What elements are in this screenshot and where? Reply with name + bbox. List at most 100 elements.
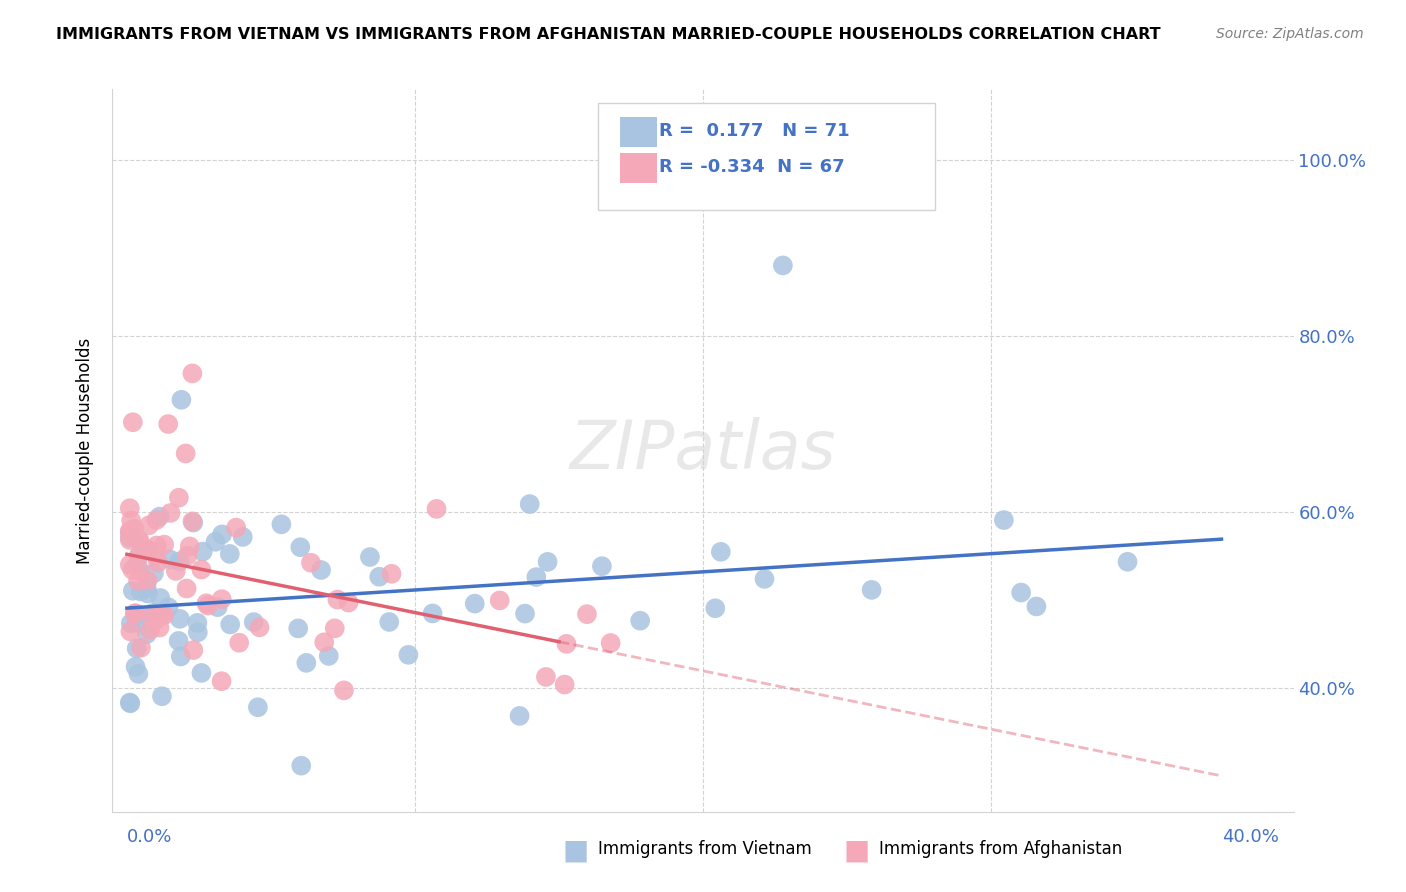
Point xyxy=(211,592,233,607)
Point xyxy=(124,522,146,536)
Point xyxy=(181,516,204,530)
Point xyxy=(145,613,167,627)
Point xyxy=(314,635,336,649)
Point xyxy=(127,667,149,681)
Point xyxy=(118,524,141,538)
Point xyxy=(704,601,727,615)
Point xyxy=(396,648,419,662)
Point xyxy=(204,534,226,549)
Point xyxy=(181,514,204,528)
Point xyxy=(145,545,167,559)
Point xyxy=(536,555,558,569)
Point xyxy=(993,513,1015,527)
Point xyxy=(118,501,141,516)
Point xyxy=(218,547,240,561)
Point xyxy=(129,640,152,655)
Point xyxy=(190,665,212,680)
Point xyxy=(170,392,193,407)
Point xyxy=(142,606,165,620)
Point xyxy=(211,527,233,541)
Point xyxy=(142,607,165,622)
Point xyxy=(1025,599,1047,614)
Point xyxy=(149,591,172,605)
Point xyxy=(145,538,167,552)
Text: Immigrants from Afghanistan: Immigrants from Afghanistan xyxy=(879,840,1122,858)
Point xyxy=(190,563,212,577)
Point xyxy=(125,615,148,630)
Point xyxy=(242,615,264,629)
Point xyxy=(157,600,180,615)
Point xyxy=(120,624,142,639)
Point xyxy=(509,709,531,723)
Point xyxy=(145,549,167,563)
Point xyxy=(287,621,309,635)
Point xyxy=(309,563,332,577)
Point xyxy=(129,584,152,599)
Point xyxy=(121,415,143,429)
Point xyxy=(425,502,447,516)
Point xyxy=(118,696,141,710)
Point xyxy=(120,513,142,527)
Point xyxy=(270,517,292,532)
Point xyxy=(128,533,150,547)
Point xyxy=(333,683,356,698)
Text: Immigrants from Vietnam: Immigrants from Vietnam xyxy=(598,840,811,858)
Point xyxy=(138,518,160,533)
Point xyxy=(710,545,733,559)
Point xyxy=(176,549,198,563)
Point xyxy=(519,497,541,511)
Point xyxy=(359,549,381,564)
Point xyxy=(380,566,402,581)
Point xyxy=(534,670,557,684)
Point xyxy=(135,627,157,641)
Point xyxy=(591,559,613,574)
Point xyxy=(118,531,141,545)
Point xyxy=(138,543,160,558)
Point xyxy=(129,565,152,579)
Point xyxy=(295,656,318,670)
Point xyxy=(195,596,218,610)
Point xyxy=(128,607,150,622)
Point xyxy=(186,615,208,630)
Point xyxy=(124,530,146,544)
Point xyxy=(464,597,486,611)
Point xyxy=(136,586,159,600)
Point xyxy=(118,525,141,540)
Text: ■: ■ xyxy=(562,836,589,864)
Point xyxy=(187,625,209,640)
Point xyxy=(422,607,444,621)
Point xyxy=(118,558,141,572)
Point xyxy=(149,609,172,624)
Point xyxy=(554,677,576,691)
Point xyxy=(368,570,391,584)
Point xyxy=(136,574,159,588)
Point xyxy=(488,593,510,607)
Point xyxy=(121,563,143,577)
Point xyxy=(142,566,165,581)
Point xyxy=(148,621,170,635)
Text: 0.0%: 0.0% xyxy=(127,828,173,846)
Point xyxy=(290,758,312,772)
Point xyxy=(153,607,176,622)
Point xyxy=(120,616,142,631)
Point xyxy=(754,572,776,586)
Point xyxy=(159,506,181,520)
Point xyxy=(228,636,250,650)
Point xyxy=(118,533,141,547)
Point xyxy=(145,513,167,527)
Point xyxy=(299,556,322,570)
Point xyxy=(207,600,229,615)
Point xyxy=(378,615,401,629)
Point xyxy=(318,648,340,663)
Point xyxy=(165,564,187,578)
Point xyxy=(219,617,242,632)
Point xyxy=(1010,585,1032,599)
Point xyxy=(524,570,547,584)
Point xyxy=(121,583,143,598)
Point xyxy=(337,596,360,610)
Text: ■: ■ xyxy=(844,836,870,864)
Point xyxy=(128,533,150,547)
Y-axis label: Married-couple Households: Married-couple Households xyxy=(76,337,94,564)
Point xyxy=(211,674,233,689)
Text: R =  0.177   N = 71: R = 0.177 N = 71 xyxy=(659,122,851,140)
